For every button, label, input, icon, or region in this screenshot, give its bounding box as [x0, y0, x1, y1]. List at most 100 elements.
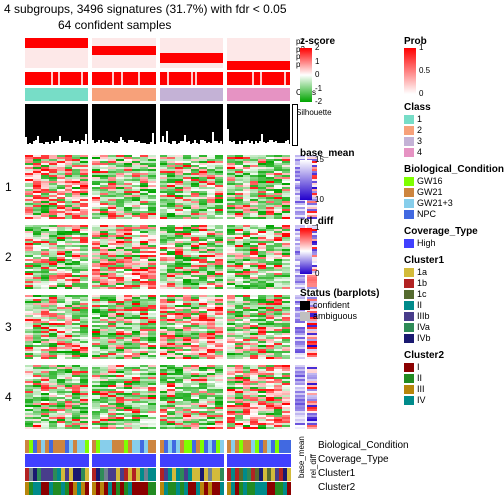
heatmap-cell: [41, 217, 49, 219]
heatmap-cell: [183, 217, 191, 219]
heatmap-cell: [175, 217, 183, 219]
heatmap-cell: [41, 287, 49, 289]
heatmap-cell: [183, 357, 191, 359]
heatmap-cell: [33, 357, 41, 359]
heatmap-cell: [57, 357, 65, 359]
heatmap-cell: [152, 133, 154, 144]
legend-item: GW16: [404, 176, 443, 187]
heatmap-cell: [33, 427, 41, 429]
heatmap-cell: [274, 357, 282, 359]
heatmap-cell: [207, 287, 215, 289]
legend-item: High: [404, 238, 436, 249]
heatmap-cell: [243, 287, 251, 289]
legend-title: Status (barplots): [300, 288, 379, 299]
heatmap-cell: [274, 217, 282, 219]
heatmap-cell: [85, 468, 89, 481]
heatmap-cell: [108, 217, 116, 219]
heatmap-cell: [235, 217, 243, 219]
heatmap-cell: [282, 217, 290, 219]
heatmap-cell: [191, 287, 199, 289]
heatmap-cell: [183, 427, 191, 429]
heatmap-cell: [258, 357, 266, 359]
heatmap-cell: [140, 217, 148, 219]
heatmap-cell: [235, 427, 243, 429]
heatmap-cell: [85, 482, 89, 495]
heatmap-cell: [258, 287, 266, 289]
heatmap-cell: [250, 217, 258, 219]
legend-title: Coverage_Type: [404, 226, 478, 237]
heatmap-cell: [152, 454, 156, 467]
heatmap-cell: [33, 287, 41, 289]
heatmap-cell: [140, 427, 148, 429]
heatmap-cell: [191, 72, 193, 85]
heatmap-cell: [167, 427, 175, 429]
heatmap-cell: [220, 440, 224, 453]
heatmap-cell: [227, 357, 235, 359]
heatmap-cell: [80, 357, 88, 359]
heatmap-cell: [138, 72, 140, 85]
heatmap-cell: [124, 217, 132, 219]
heatmap-cell: [199, 287, 207, 289]
heatmap-cell: [25, 217, 33, 219]
heatmap-cell: [25, 427, 33, 429]
heatmap-cell: [258, 217, 266, 219]
legend-title: base_mean: [300, 148, 354, 159]
heatmap-cell: [207, 357, 215, 359]
legend-title: Class: [404, 102, 431, 113]
heatmap-cell: [167, 72, 169, 85]
colorbar: [404, 48, 416, 94]
heatmap-cell: [250, 427, 258, 429]
legend-item: II: [404, 373, 422, 384]
heatmap-cell: [287, 482, 291, 495]
heatmap-cell: [25, 104, 88, 144]
heatmap-cell: [124, 357, 132, 359]
heatmap-cell: [148, 427, 156, 429]
heatmap-cell: [49, 217, 57, 219]
legend-item: NPC: [404, 209, 436, 220]
heatmap-cell: [140, 357, 148, 359]
heatmap-cell: [227, 104, 290, 144]
heatmap-cell: [41, 357, 49, 359]
heatmap-cell: [116, 217, 124, 219]
title-line1: 4 subgroups, 3496 signatures (31.7%) wit…: [4, 2, 287, 16]
heatmap-cell: [199, 427, 207, 429]
heatmap-cell: [51, 72, 53, 85]
heatmap-cell: [160, 217, 168, 219]
heatmap-cell: [80, 287, 88, 289]
legend-item: GW21: [404, 187, 443, 198]
heatmap-cell: [227, 287, 235, 289]
legend-item: ambiguous: [300, 311, 357, 322]
heatmap-cell: [274, 427, 282, 429]
heatmap-cell: [80, 217, 88, 219]
legend-item: 1: [404, 114, 422, 125]
heatmap-cell: [250, 287, 258, 289]
heatmap-cell: [227, 217, 235, 219]
heatmap-cell: [175, 287, 183, 289]
heatmap-cell: [108, 357, 116, 359]
heatmap-cell: [80, 427, 88, 429]
heatmap-cell: [148, 217, 156, 219]
heatmap-cell: [274, 287, 282, 289]
colorbar: [300, 160, 312, 200]
heatmap-cell: [25, 38, 88, 48]
heatmap-cell: [116, 427, 124, 429]
heatmap-cell: [132, 217, 140, 219]
heatmap-cell: [112, 72, 114, 85]
heatmap-cell: [266, 287, 274, 289]
heatmap-cell: [108, 427, 116, 429]
heatmap-cell: [220, 482, 224, 495]
heatmap-cell: [116, 357, 124, 359]
legend-title: Cluster2: [404, 350, 444, 361]
heatmap-cell: [287, 140, 289, 144]
heatmap-cell: [307, 357, 317, 359]
colorbar: [300, 48, 312, 102]
heatmap-cell: [282, 427, 290, 429]
heatmap-cell: [152, 468, 156, 481]
legend-item: GW21+3: [404, 198, 453, 209]
heatmap-cell: [195, 72, 197, 85]
heatmap-cell: [183, 287, 191, 289]
legend-item: 1a: [404, 267, 427, 278]
heatmap-cell: [85, 454, 89, 467]
heatmap-cell: [252, 72, 254, 85]
heatmap-cell: [92, 46, 155, 56]
